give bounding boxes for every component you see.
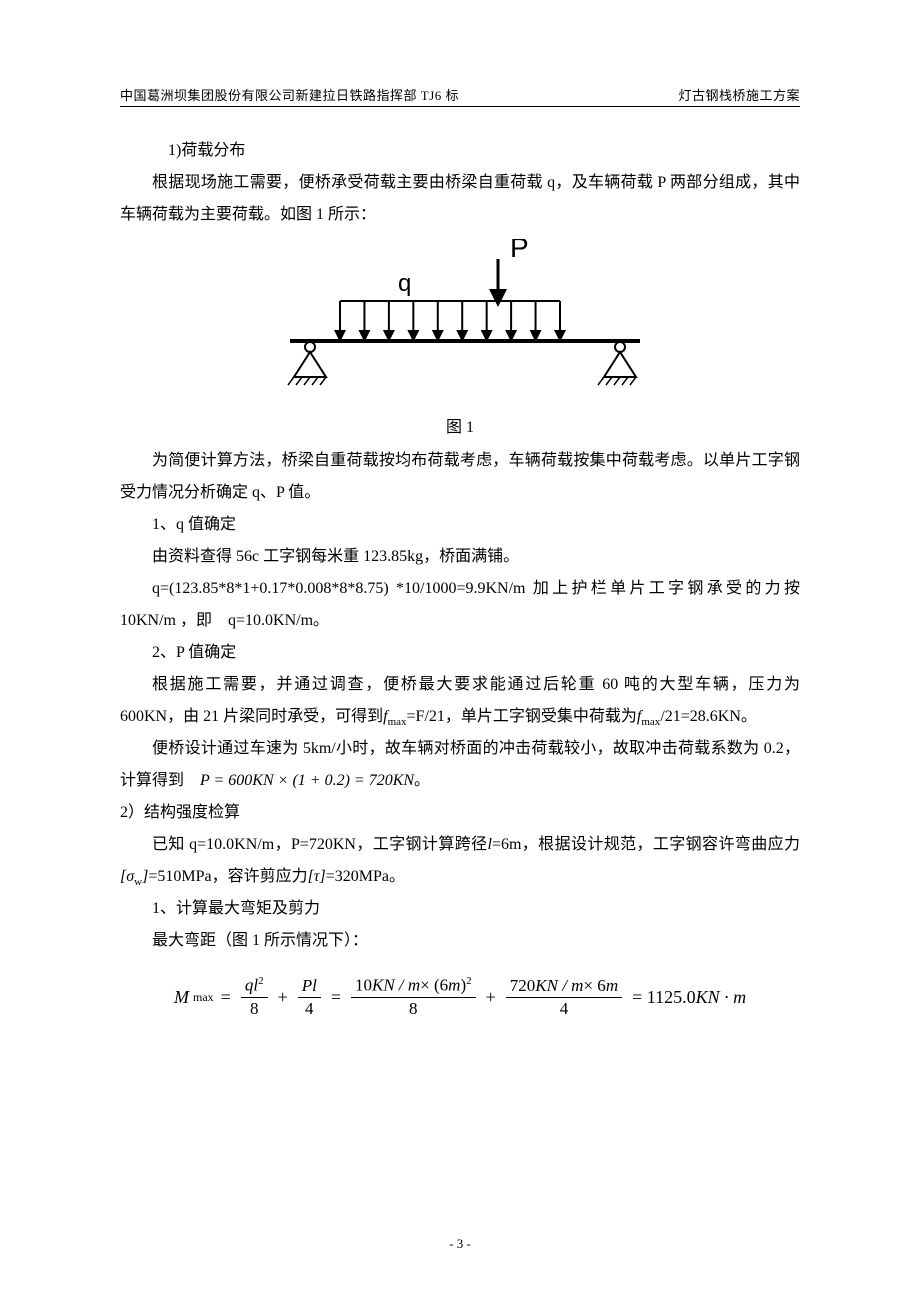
eq-eq1: = xyxy=(221,987,231,1008)
p-eq: P = 600KN × (1 + 0.2) = 720KN xyxy=(200,772,414,789)
eq-frac4: 720KN / m× 6m 4 xyxy=(506,976,622,1019)
f3a: 10 xyxy=(355,976,372,995)
eq-M-sub: max xyxy=(193,990,214,1005)
section2-p1: 为简便计算方法，桥梁自重荷载按均布荷载考虑，车辆荷载按集中荷载考虑。以单片工字钢… xyxy=(120,445,800,509)
eq-result-num: = 1125.0 xyxy=(632,987,695,1007)
page-number: - 3 - xyxy=(0,1236,920,1252)
f1-num-a: ql xyxy=(245,976,258,995)
s3-p1b: =6m，根据设计规范，工字钢容许弯曲应力 xyxy=(492,836,800,853)
fmax-sub-1: max xyxy=(388,716,407,728)
f4b: KN / m xyxy=(535,976,583,995)
f3c: × (6 xyxy=(420,976,448,995)
q-p1: 由资料查得 56c 工字钢每米重 123.85kg，桥面满铺。 xyxy=(120,541,800,573)
diagram-caption: 图 1 xyxy=(120,413,800,437)
tau-sym: [τ] xyxy=(308,868,326,885)
section3-title: 2）结构强度检算 xyxy=(120,797,800,829)
svg-text:P: P xyxy=(510,239,529,263)
p-p2b: 。 xyxy=(414,772,430,789)
svg-text:q: q xyxy=(398,270,411,297)
section1-title: 1)荷载分布 xyxy=(120,135,800,167)
eq-frac2: Pl 4 xyxy=(298,976,321,1019)
section3-p1: 已知 q=10.0KN/m，P=720KN，工字钢计算跨径l=6m，根据设计规范… xyxy=(120,829,800,893)
p-title: 2、P 值确定 xyxy=(120,637,800,669)
fmax-sub-2: max xyxy=(641,716,660,728)
section3-p2: 最大弯距（图 1 所示情况下）： xyxy=(120,925,800,957)
beam-diagram: qP xyxy=(120,239,800,409)
f1-den: 8 xyxy=(246,998,263,1019)
eq-plus2: + xyxy=(486,987,496,1008)
eq-plus1: + xyxy=(278,987,288,1008)
q-title: 1、q 值确定 xyxy=(120,509,800,541)
f2-den: 4 xyxy=(301,998,318,1019)
f3-den: 8 xyxy=(405,998,422,1019)
q-p2: q=(123.85*8*1+0.17*0.008*8*8.75) *10/100… xyxy=(120,573,800,637)
p-p1: 根据施工需要，并通过调查，便桥最大要求能通过后轮重 60 吨的大型车辆，压力为 … xyxy=(120,669,800,733)
page-header: 中国葛洲坝集团股份有限公司新建拉日铁路指挥部 TJ6 标 灯古钢栈桥施工方案 xyxy=(120,85,800,107)
eq-eq2: = xyxy=(331,987,341,1008)
s3-p1a: 已知 q=10.0KN/m，P=720KN，工字钢计算跨径 xyxy=(152,836,487,853)
f3sup: 2 xyxy=(466,975,472,987)
f1-num-sup: 2 xyxy=(258,975,264,987)
s3-p1c: =510MPa，容许剪应力 xyxy=(148,868,307,885)
header-right: 灯古钢栈桥施工方案 xyxy=(678,85,800,104)
moment-equation: Mmax = ql2 8 + Pl 4 = 10KN / m× (6m)2 8 … xyxy=(174,975,800,1019)
f4-den: 4 xyxy=(556,998,573,1019)
f4d: m xyxy=(606,976,618,995)
p-p1c: /21=28.6KN。 xyxy=(660,708,757,725)
f4c: × 6 xyxy=(583,976,605,995)
sigma-open: [σ xyxy=(120,868,134,885)
eq-M: M xyxy=(174,987,189,1008)
eq-frac1: ql2 8 xyxy=(241,975,268,1019)
f3d: m xyxy=(448,976,460,995)
f3b: KN / m xyxy=(372,976,420,995)
beam-svg: qP xyxy=(250,239,670,404)
p-p1b: =F/21，单片工字钢受集中荷载为 xyxy=(407,708,637,725)
s3-p1d: =320MPa。 xyxy=(326,868,405,885)
eq-result-unit: KN · m xyxy=(696,987,747,1007)
eq-result: = 1125.0KN · m xyxy=(632,987,746,1008)
sigma-sub: w xyxy=(134,876,142,888)
p-p2: 便桥设计通过车速为 5km/小时，故车辆对桥面的冲击荷载较小，故取冲击荷载系数为… xyxy=(120,733,800,797)
header-left: 中国葛洲坝集团股份有限公司新建拉日铁路指挥部 TJ6 标 xyxy=(120,85,459,104)
section3-subtitle: 1、计算最大弯矩及剪力 xyxy=(120,893,800,925)
f2-num: Pl xyxy=(298,976,321,998)
eq-frac3: 10KN / m× (6m)2 8 xyxy=(351,975,476,1019)
page-content: 中国葛洲坝集团股份有限公司新建拉日铁路指挥部 TJ6 标 灯古钢栈桥施工方案 1… xyxy=(0,0,920,1097)
f4a: 720 xyxy=(510,976,536,995)
section1-p1: 根据现场施工需要，便桥承受荷载主要由桥梁自重荷载 q，及车辆荷载 P 两部分组成… xyxy=(120,167,800,231)
